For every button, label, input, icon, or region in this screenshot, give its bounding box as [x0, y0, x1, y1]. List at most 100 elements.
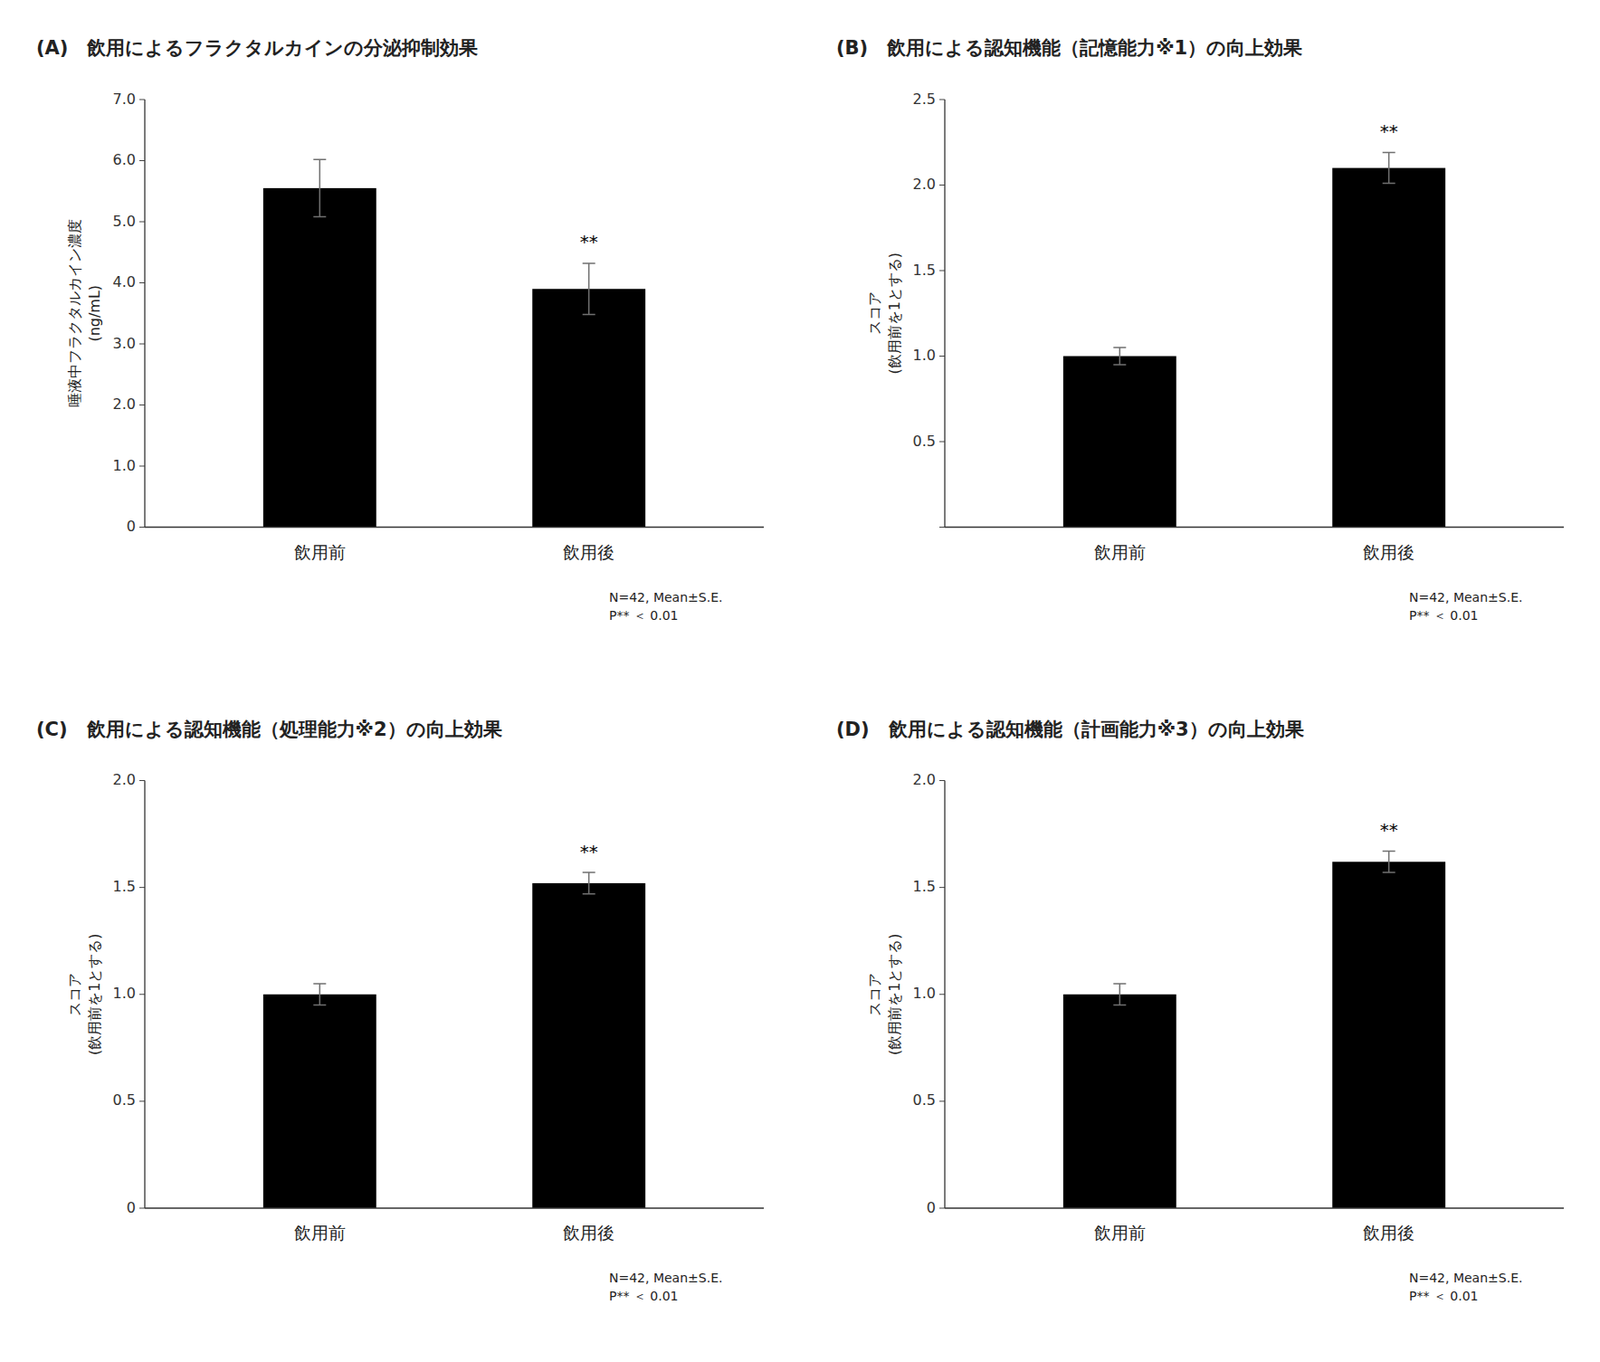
- y-tick: [139, 1100, 145, 1102]
- y-axis: [943, 780, 945, 1210]
- x-tick-label: 飲用後: [1362, 1222, 1415, 1243]
- title: (D) 飲用による認知機能（計画能力※3）の向上効果: [836, 718, 1305, 741]
- y-tick-label: 7.0: [113, 90, 136, 108]
- bars: [263, 883, 646, 1209]
- bar: [1332, 861, 1446, 1209]
- y-tick: [139, 221, 145, 223]
- y-tick-label: 1.0: [113, 457, 136, 475]
- error-bars: [1113, 152, 1395, 365]
- y-tick: [939, 993, 945, 995]
- y-axis-label: スコア(飲用前を1とする): [66, 933, 104, 1056]
- y-tick: [939, 355, 945, 357]
- y-tick: [139, 160, 145, 162]
- y-tick: [139, 404, 145, 406]
- bar: [263, 188, 377, 528]
- y-tick-label: 0: [126, 517, 136, 535]
- y-tick: [939, 1100, 945, 1102]
- y-tick: [939, 1208, 945, 1210]
- y-tick: [939, 270, 945, 272]
- x-axis: [144, 1207, 764, 1209]
- error-bars: [313, 159, 595, 315]
- y-tick: [139, 282, 145, 284]
- bar: [1063, 356, 1177, 528]
- y-tick: [939, 441, 945, 443]
- x-tick-label: 飲用前: [1094, 1222, 1146, 1243]
- error-bar: [313, 983, 326, 1006]
- y-tick: [939, 886, 945, 888]
- y-tick-label: 0: [926, 1199, 936, 1217]
- y-tick: [139, 780, 145, 781]
- significance-label: **: [580, 840, 599, 863]
- y-tick: [139, 526, 145, 528]
- y-tick: [939, 99, 945, 101]
- x-axis: [144, 526, 764, 528]
- y-tick: [139, 466, 145, 467]
- y-tick-label: 2.0: [113, 395, 136, 413]
- title: (A) 飲用によるフラクタルカインの分泌抑制効果: [36, 37, 478, 59]
- background: [0, 0, 1600, 1362]
- y-tick-label: 1.5: [913, 261, 936, 279]
- y-tick-label: 1.0: [913, 346, 936, 364]
- x-tick-label: 飲用前: [294, 542, 346, 562]
- error-bar: [582, 263, 596, 315]
- error-bar: [1113, 347, 1126, 365]
- note: N=42, Mean±S.E.P** ＜ 0.01: [609, 1270, 723, 1304]
- significance-label: **: [580, 230, 599, 253]
- note: N=42, Mean±S.E.P** ＜ 0.01: [609, 590, 723, 623]
- bar: [1332, 168, 1446, 528]
- x-axis: [944, 526, 1564, 528]
- y-tick-label: 1.5: [913, 877, 936, 896]
- y-tick: [939, 780, 945, 781]
- y-tick-label: 1.0: [113, 984, 136, 1002]
- y-tick-label: 3.0: [113, 334, 136, 353]
- y-tick-label: 5.0: [113, 212, 136, 230]
- x-tick-label: 飲用後: [562, 1222, 615, 1243]
- y-tick-label: 2.0: [913, 771, 936, 789]
- bars: [1063, 861, 1446, 1209]
- y-tick-label: 6.0: [113, 151, 136, 169]
- bars: [263, 188, 646, 528]
- y-tick: [139, 343, 145, 345]
- y-axis: [943, 99, 945, 528]
- y-tick-label: 0.5: [113, 1091, 136, 1109]
- y-tick-label: 1.0: [913, 984, 936, 1002]
- significance-label: **: [1380, 120, 1399, 143]
- y-tick: [939, 526, 945, 528]
- bars: [1063, 168, 1446, 528]
- error-bars: [313, 872, 595, 1005]
- y-tick: [139, 886, 145, 888]
- bar: [263, 994, 377, 1209]
- panel: (A) 飲用によるフラクタルカインの分泌抑制効果 0 1.0 2.0 3.0 4.0 5.0…: [36, 37, 764, 623]
- error-bar: [313, 159, 326, 217]
- panel: (B) 飲用による認知機能（記憶能力※1）の向上効果 0.5 1.0 1.5 2.0 2.…: [836, 37, 1564, 623]
- panel: (D) 飲用による認知機能（計画能力※3）の向上効果 0 0.5 1.0 1.5 2.0 ス…: [836, 718, 1564, 1305]
- significance-label: **: [1380, 819, 1399, 841]
- y-axis: [143, 99, 145, 528]
- title: (C) 飲用による認知機能（処理能力※2）の向上効果: [36, 718, 503, 741]
- note: N=42, Mean±S.E.P** ＜ 0.01: [1409, 1270, 1523, 1304]
- y-tick-label: 2.0: [913, 175, 936, 193]
- y-axis: [143, 780, 145, 1210]
- title: (B) 飲用による認知機能（記憶能力※1）の向上効果: [836, 37, 1303, 59]
- x-tick-label: 飲用後: [562, 542, 615, 562]
- figure: (A) 飲用によるフラクタルカインの分泌抑制効果 0 1.0 2.0 3.0 4.0 5.0…: [0, 0, 1600, 1362]
- bar: [532, 883, 646, 1209]
- y-tick-label: 4.0: [113, 273, 136, 291]
- y-axis-label: スコア(飲用前を1とする): [866, 252, 904, 375]
- y-tick-label: 0.5: [913, 432, 936, 450]
- y-tick-label: 0: [126, 1199, 136, 1217]
- panel: (C) 飲用による認知機能（処理能力※2）の向上効果 0 0.5 1.0 1.5 2.0 ス…: [36, 718, 764, 1305]
- y-tick-label: 2.0: [113, 771, 136, 789]
- y-tick-label: 0.5: [913, 1091, 936, 1109]
- x-tick-label: 飲用前: [1094, 542, 1146, 562]
- y-tick-label: 1.5: [113, 877, 136, 896]
- error-bar: [1382, 850, 1396, 873]
- error-bar: [1382, 152, 1396, 184]
- x-tick-label: 飲用前: [294, 1222, 346, 1243]
- y-tick: [139, 99, 145, 101]
- x-axis: [944, 1207, 1564, 1209]
- y-tick: [139, 1208, 145, 1210]
- y-tick-label: 2.5: [913, 90, 936, 108]
- error-bar: [1113, 983, 1126, 1006]
- y-axis-label: スコア(飲用前を1とする): [866, 933, 904, 1056]
